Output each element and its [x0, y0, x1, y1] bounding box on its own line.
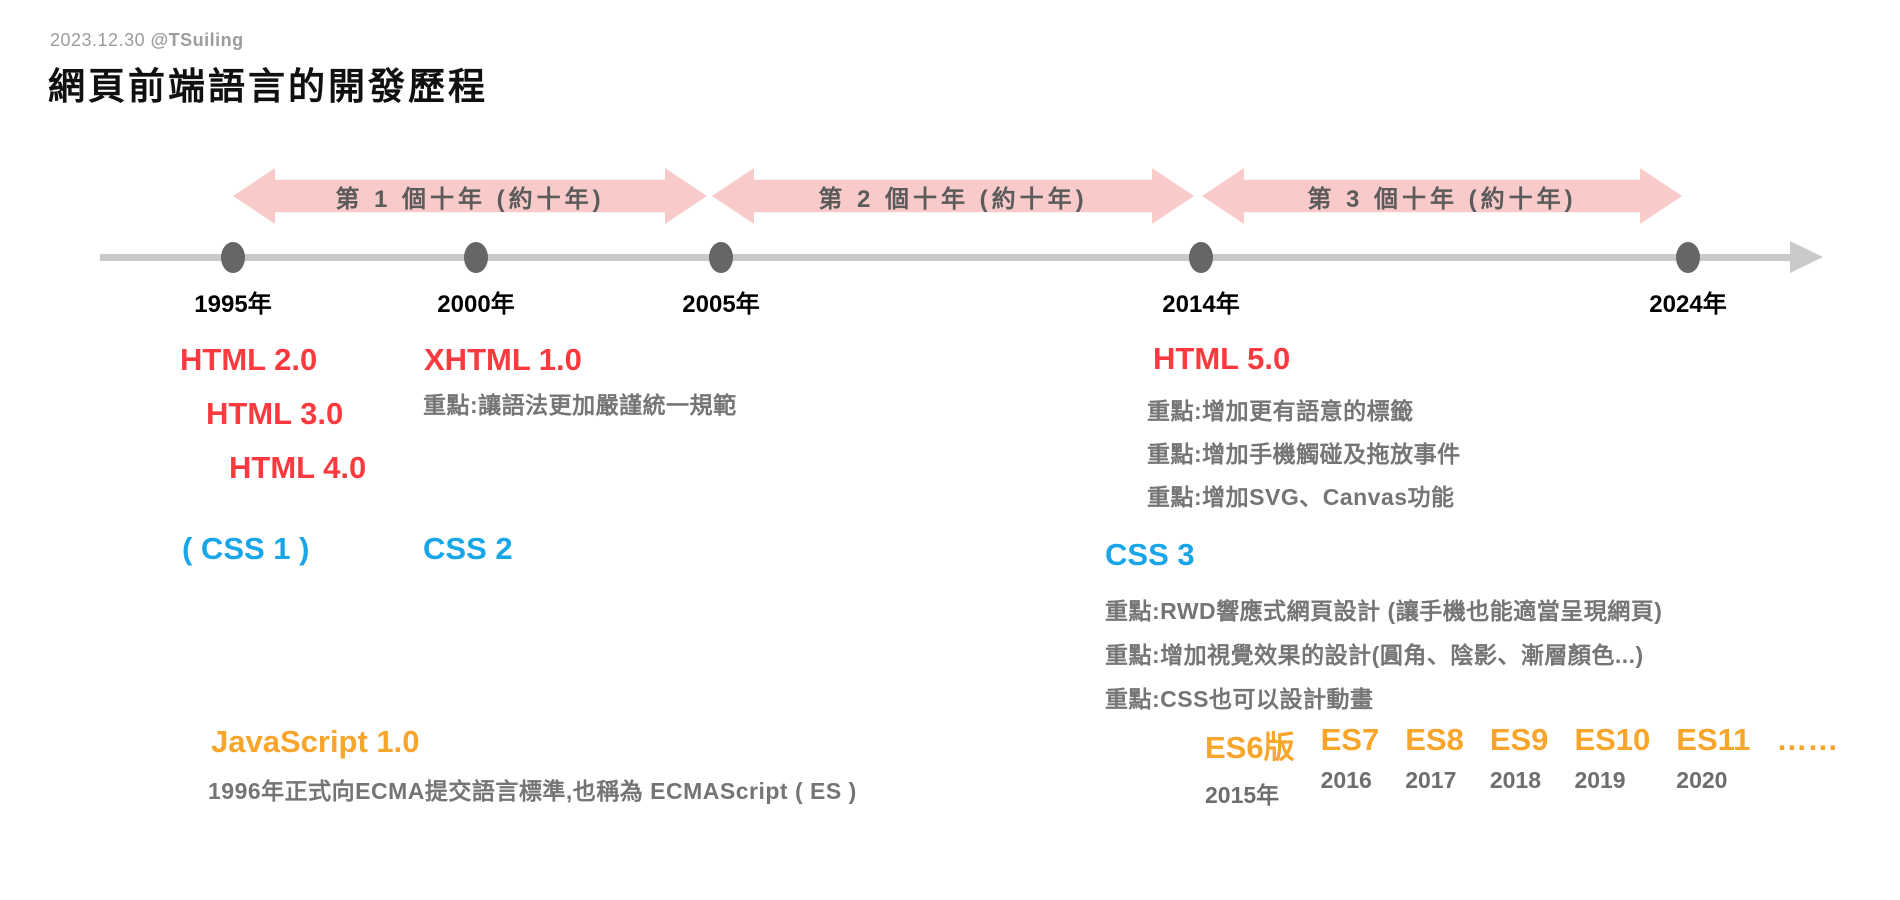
- es7-year: 2016: [1320, 767, 1372, 793]
- decade-arrow-1: 第 1 個十年 (約十年): [233, 168, 707, 224]
- es-more-label: ……: [1776, 722, 1839, 757]
- html3-label: HTML 3.0: [206, 396, 344, 431]
- year-label-2024: 2024年: [1649, 291, 1727, 318]
- es11-year: 2020: [1676, 767, 1728, 793]
- credit-author: @TSuiling: [150, 30, 244, 50]
- html5-label: HTML 5.0: [1153, 341, 1291, 376]
- es7-label: ES7: [1320, 722, 1380, 757]
- credit-date: 2023.12.30: [50, 30, 146, 50]
- es8-year: 2017: [1405, 767, 1457, 793]
- css1-label: ( CSS 1 ): [182, 531, 310, 566]
- es-column-es9: ES9 2018: [1490, 722, 1549, 794]
- es11-label: ES11: [1676, 722, 1751, 757]
- timeline-dot-1995: [221, 242, 245, 273]
- html5-note-2: 重點:增加手機觸碰及拖放事件: [1147, 441, 1461, 467]
- decade-arrow-3-label: 第 3 個十年 (約十年): [1307, 185, 1577, 213]
- year-label-2000: 2000年: [437, 291, 515, 318]
- es8-label: ES8: [1405, 722, 1464, 757]
- xhtml-label: XHTML 1.0: [424, 342, 582, 377]
- css3-note-1: 重點:RWD響應式網頁設計 (讓手機也能適當呈現網頁): [1105, 598, 1663, 624]
- es-column-es6: ES6版 2015年: [1205, 722, 1295, 810]
- timeline-dot-2005: [709, 242, 733, 273]
- es10-label: ES10: [1574, 722, 1651, 757]
- es6-year: 2015年: [1205, 782, 1280, 808]
- css3-note-2: 重點:增加視覺效果的設計(圓角、陰影、漸層顏色...): [1105, 642, 1644, 668]
- timeline-arrowhead-icon: [1790, 241, 1823, 273]
- es9-label: ES9: [1489, 722, 1549, 757]
- css2-label: CSS 2: [423, 531, 513, 566]
- decade-arrow-3: 第 3 個十年 (約十年): [1202, 168, 1682, 224]
- timeline-dot-2024: [1676, 242, 1700, 273]
- timeline-line: [100, 254, 1795, 261]
- year-label-2005: 2005年: [682, 291, 760, 318]
- html5-note-3: 重點:增加SVG、Canvas功能: [1147, 484, 1455, 510]
- es10-year: 2019: [1574, 767, 1626, 793]
- decade-arrow-2: 第 2 個十年 (約十年): [712, 168, 1194, 224]
- timeline-dot-2000: [464, 242, 488, 273]
- decade-arrow-2-label: 第 2 個十年 (約十年): [818, 185, 1088, 213]
- credit-line: 2023.12.30 @TSuiling: [50, 30, 244, 51]
- javascript-label: JavaScript 1.0: [211, 724, 420, 759]
- page-title: 網頁前端語言的開發歷程: [48, 66, 488, 107]
- es-column-es10: ES10 2019: [1574, 722, 1650, 794]
- es-column-es11: ES11 2020: [1676, 722, 1750, 794]
- year-label-1995: 1995年: [194, 291, 272, 318]
- css3-note-3: 重點:CSS也可以設計動畫: [1105, 686, 1374, 712]
- es9-year: 2018: [1489, 767, 1541, 793]
- html2-label: HTML 2.0: [180, 342, 318, 377]
- year-label-2014: 2014年: [1162, 291, 1240, 318]
- es-column-es8: ES8 2017: [1405, 722, 1464, 794]
- decade-arrow-1-label: 第 1 個十年 (約十年): [335, 185, 605, 213]
- es-column-more: ……: [1776, 722, 1838, 767]
- es-column-es7: ES7 2016: [1321, 722, 1380, 794]
- es6-label: ES6版: [1205, 730, 1295, 765]
- xhtml-note: 重點:讓語法更加嚴謹統一規範: [423, 392, 737, 418]
- html5-note-1: 重點:增加更有語意的標籤: [1147, 398, 1414, 424]
- javascript-note: 1996年正式向ECMA提交語言標準,也稱為 ECMAScript ( ES ): [208, 778, 857, 804]
- html4-label: HTML 4.0: [229, 450, 367, 485]
- timeline-dot-2014: [1189, 242, 1213, 273]
- css3-label: CSS 3: [1105, 537, 1195, 572]
- es-versions-row: ES6版 2015年 ES7 2016 ES8 2017 ES9 2018 ES…: [1205, 722, 1838, 810]
